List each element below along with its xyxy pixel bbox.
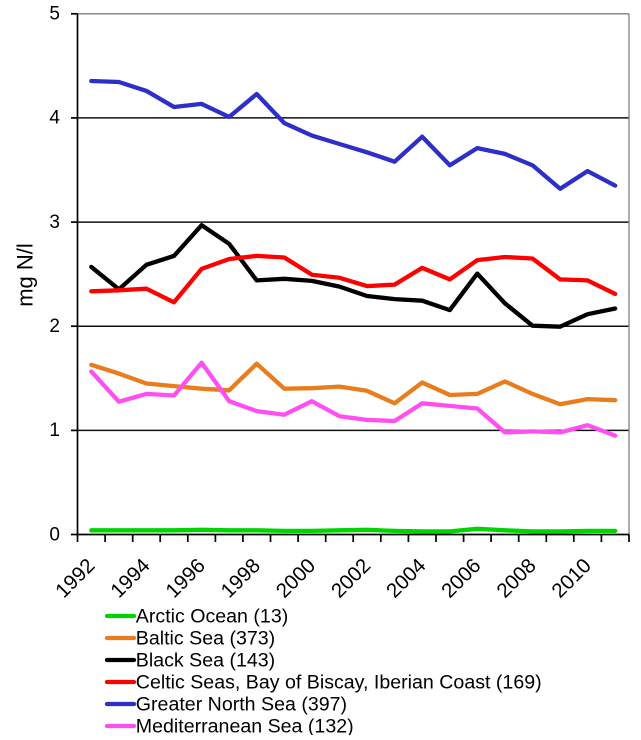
svg-text:1: 1 [49, 420, 60, 441]
svg-text:Greater North Sea (397): Greater North Sea (397) [136, 693, 347, 715]
svg-text:0: 0 [49, 524, 60, 545]
svg-text:3: 3 [49, 212, 60, 233]
svg-text:2: 2 [49, 316, 60, 337]
svg-text:Black Sea (143): Black Sea (143) [136, 649, 275, 671]
svg-text:Celtic Seas, Bay of Biscay, Ib: Celtic Seas, Bay of Biscay, Iberian Coas… [136, 671, 542, 693]
svg-text:5: 5 [49, 4, 60, 25]
svg-text:mg N/l: mg N/l [13, 243, 38, 307]
svg-text:Arctic Ocean (13): Arctic Ocean (13) [136, 605, 288, 627]
svg-text:Baltic Sea (373): Baltic Sea (373) [136, 627, 275, 649]
svg-text:Mediterranean Sea (132): Mediterranean Sea (132) [136, 715, 354, 735]
svg-text:4: 4 [49, 108, 60, 129]
